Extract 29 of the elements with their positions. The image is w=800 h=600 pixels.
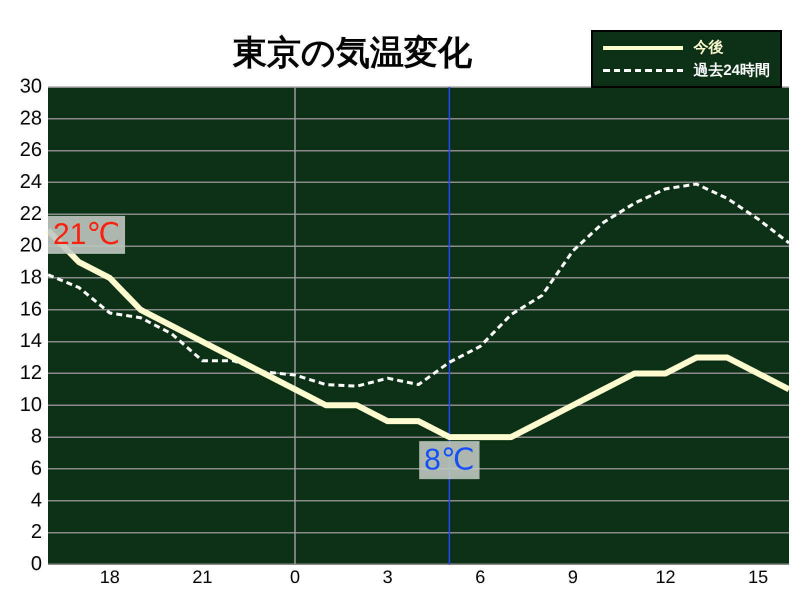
x-tick-label: 6 [475,567,486,588]
y-tick-label: 16 [20,298,42,320]
y-tick-label: 6 [30,457,42,480]
x-tick-label: 18 [100,567,120,588]
y-tick-label: 8 [30,426,42,448]
y-tick-label: 10 [20,394,42,416]
y-tick-label: 22 [20,202,42,225]
y-tick-label: 30 [20,76,42,98]
x-tick-label: 0 [290,567,300,588]
y-tick-label: 24 [20,170,42,193]
x-tick-label: 12 [655,567,676,588]
y-tick-label: 20 [20,234,42,257]
legend-label: 過去24時間 [693,61,770,80]
annotation: 21℃ [53,218,120,252]
line-series [46,182,790,388]
text: 今後 [693,38,724,57]
y-tick-label: 4 [30,489,42,512]
annotation: 8℃ [424,443,475,476]
y-tick-label: 18 [20,266,42,288]
y-tick-label: 28 [20,107,42,130]
y-tick-label: 14 [20,330,42,352]
x-tick-label: 21 [192,567,212,588]
x-tick-label: 9 [568,567,578,588]
y-tick-label: 26 [20,139,42,162]
x-tick-label: 3 [382,567,393,588]
y-tick-label: 2 [30,521,42,544]
y-tick-label: 12 [20,362,42,384]
x-tick-label: 15 [748,567,768,588]
chart-title: 東京の気温変化 [233,33,472,74]
